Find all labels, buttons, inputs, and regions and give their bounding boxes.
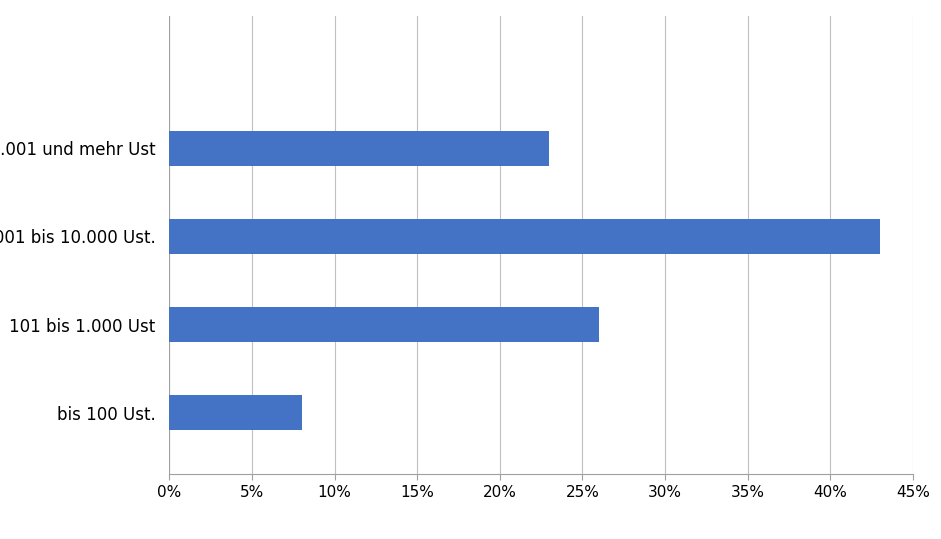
Bar — [169, 307, 598, 342]
Bar — [169, 131, 550, 166]
Bar — [169, 395, 301, 430]
Bar — [169, 219, 880, 254]
